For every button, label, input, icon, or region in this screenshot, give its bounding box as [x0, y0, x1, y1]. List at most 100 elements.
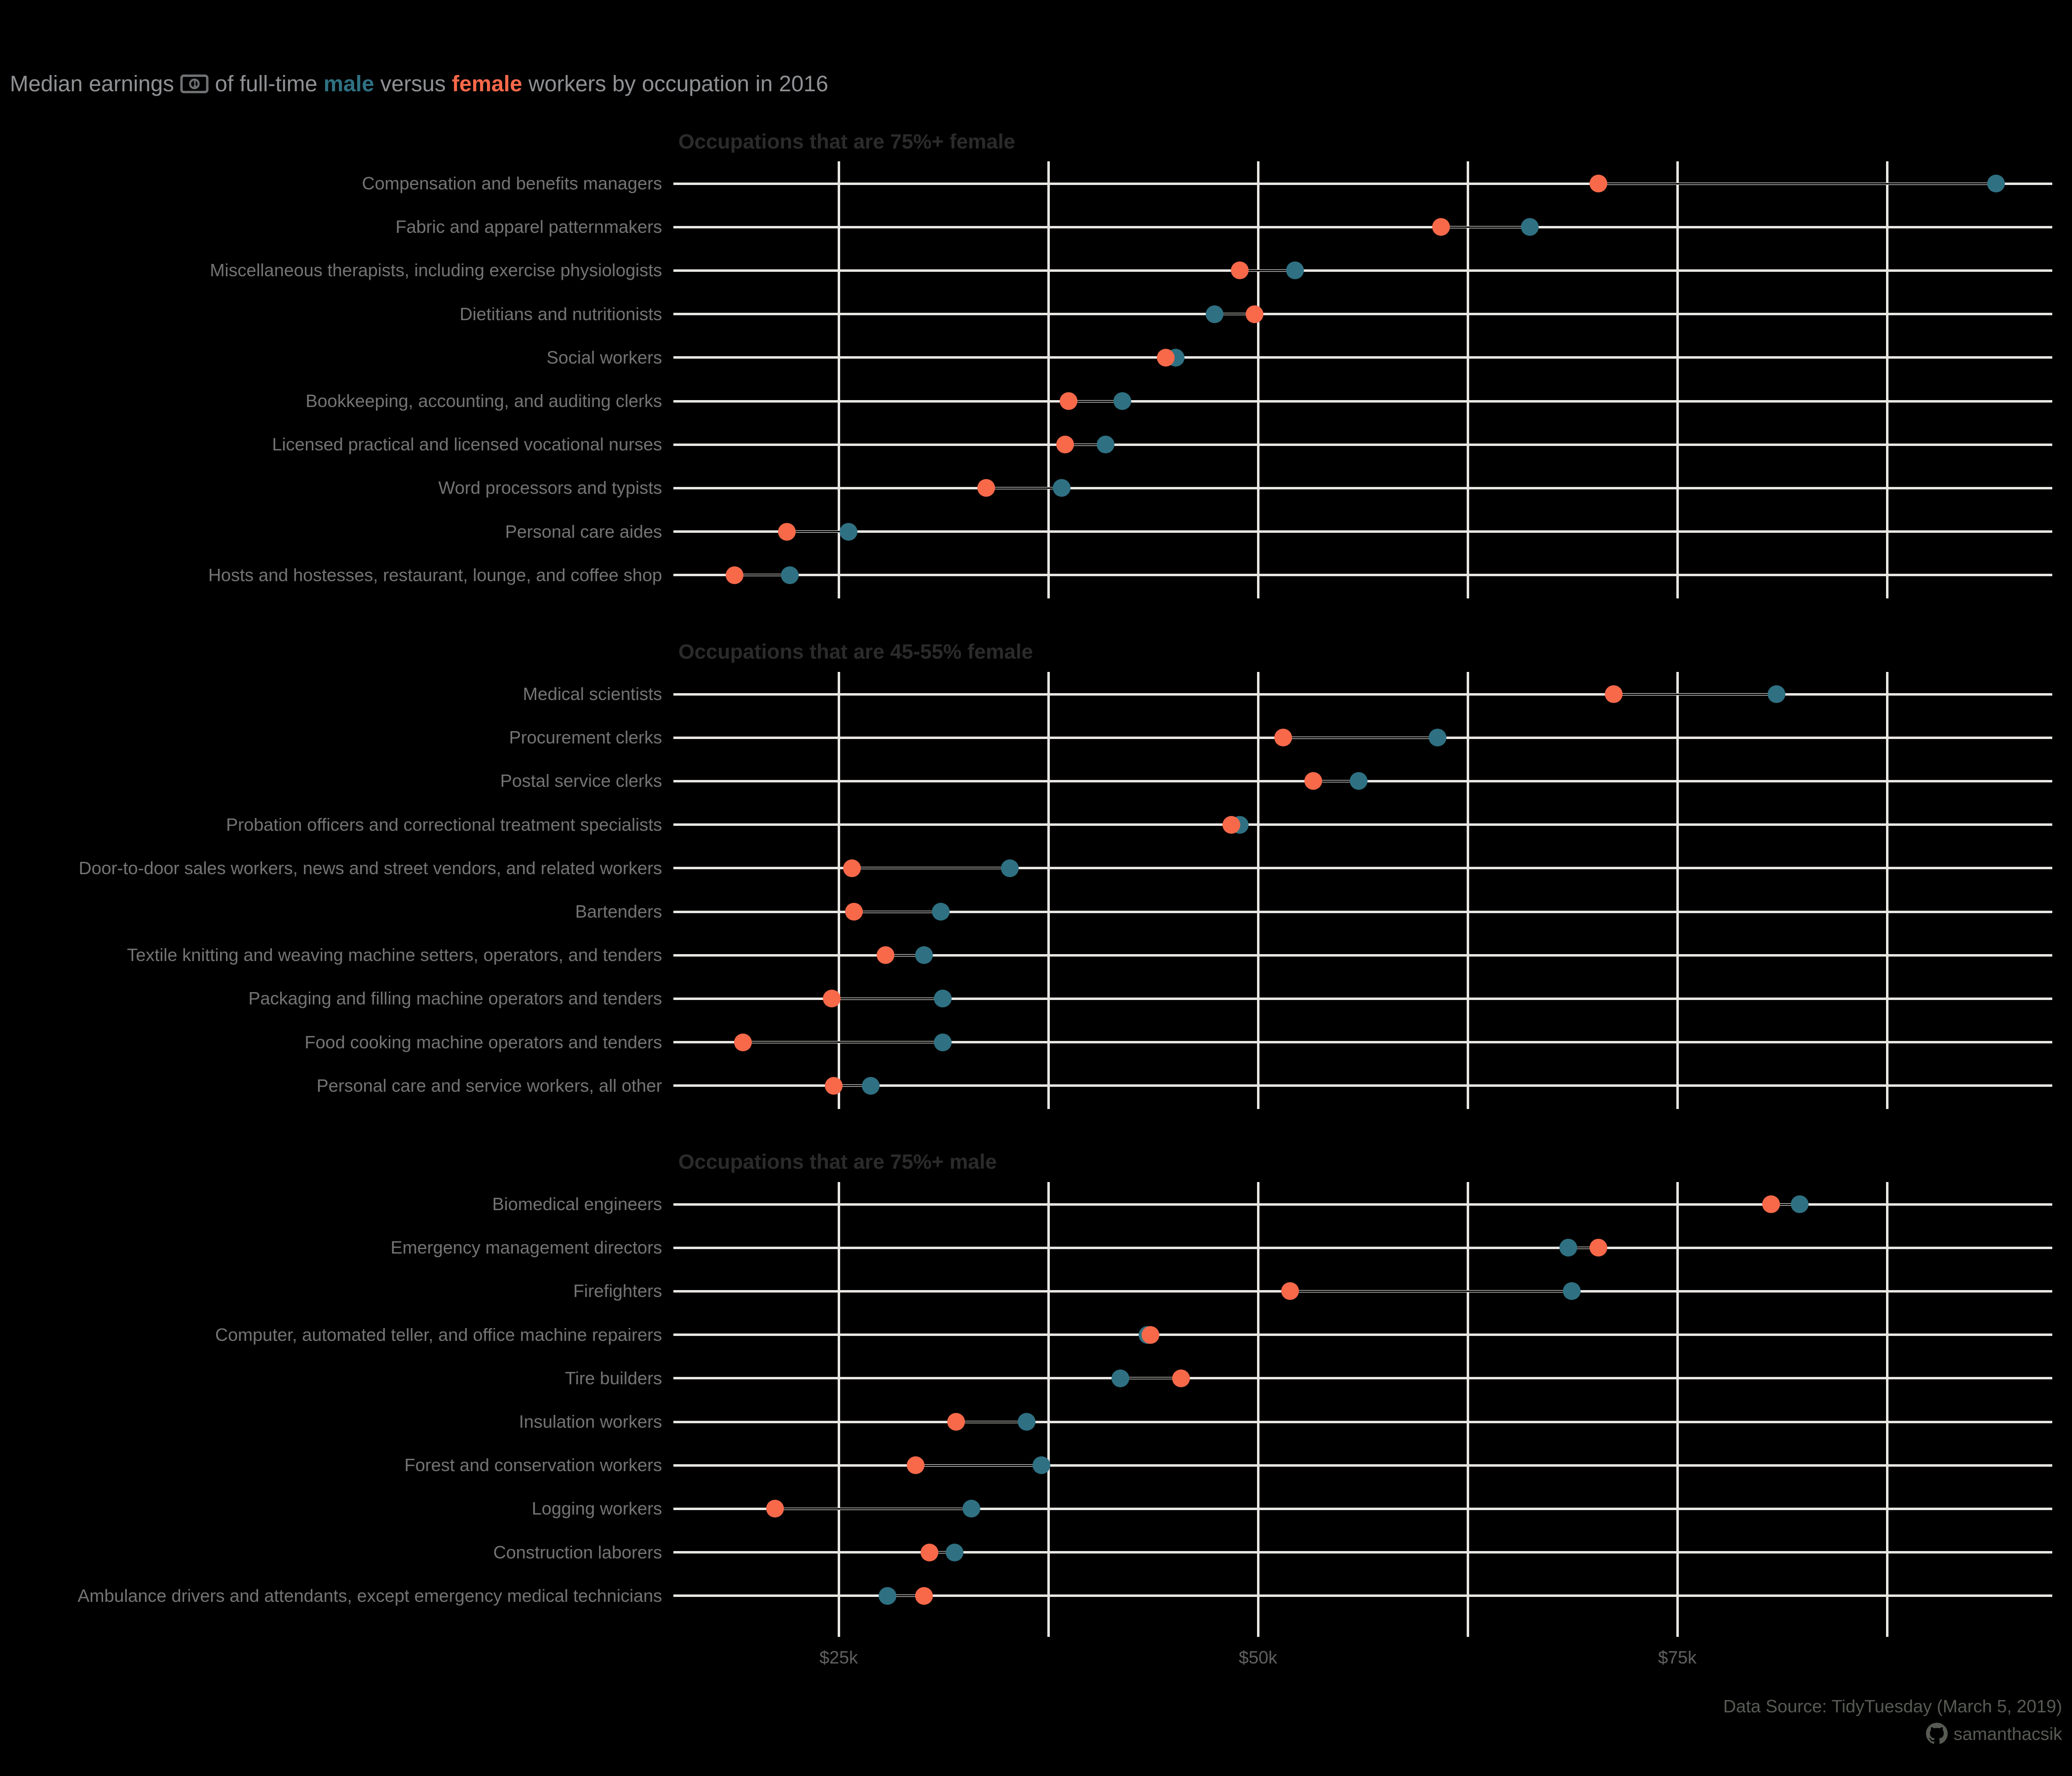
male-dot: [1520, 218, 1539, 236]
female-dot: [915, 1587, 933, 1605]
male-dot: [1562, 1282, 1581, 1300]
row-line: [673, 954, 2052, 957]
row-line: [673, 182, 2052, 185]
title-text-prefix: Median earnings: [10, 71, 174, 96]
male-dot: [1428, 729, 1446, 747]
female-dot: [907, 1456, 925, 1475]
female-dot: [947, 1413, 965, 1431]
gridline-vertical: [1676, 1182, 1679, 1619]
female-dot: [843, 859, 861, 877]
male-dot: [1286, 261, 1304, 280]
occupation-label: Logging workers: [531, 1498, 662, 1519]
gridline-vertical: [1886, 672, 1888, 1109]
axis-tick: [1047, 1619, 1050, 1637]
title-male-word: male: [323, 71, 374, 96]
female-dot: [766, 1500, 784, 1518]
female-dot: [734, 1033, 752, 1051]
row-line: [673, 867, 2052, 870]
dumbbell-connector: [1065, 444, 1106, 445]
occupation-label: Personal care and service workers, all o…: [316, 1075, 662, 1096]
occupation-label: Food cooking machine operators and tende…: [304, 1032, 662, 1052]
row-line: [673, 1464, 2052, 1467]
female-dot: [1246, 305, 1264, 323]
female-dot: [1222, 815, 1240, 834]
money-bill-icon: [180, 73, 209, 101]
male-dot: [878, 1587, 896, 1605]
female-dot: [845, 903, 863, 921]
gridline-vertical: [1047, 161, 1050, 598]
female-dot: [1172, 1369, 1190, 1387]
occupation-label: Tire builders: [565, 1368, 662, 1388]
female-dot: [920, 1543, 938, 1561]
gridline-vertical: [1466, 161, 1469, 598]
female-dot: [977, 479, 996, 497]
dumbbell-connector: [1771, 1203, 1800, 1205]
data-source-credit: Data Source: TidyTuesday (March 5, 2019): [1723, 1696, 2062, 1716]
row-line: [673, 1377, 2052, 1380]
row-line: [673, 443, 2052, 446]
dumbbell-connector: [1214, 313, 1255, 315]
row-line: [673, 1551, 2052, 1554]
row-line: [673, 1333, 2052, 1336]
title-female-word: female: [451, 71, 522, 96]
dumbbell-connector: [832, 998, 943, 999]
male-dot: [933, 990, 952, 1008]
dumbbell-connector: [986, 487, 1062, 489]
axis-tick-label: $25k: [819, 1647, 858, 1667]
axis-tick: [1257, 1619, 1259, 1637]
dumbbell-connector: [956, 1421, 1027, 1423]
occupation-label: Compensation and benefits managers: [362, 173, 662, 193]
occupation-label: Bartenders: [575, 901, 662, 922]
occupation-label: Dietitians and nutritionists: [459, 303, 662, 324]
occupation-label: Computer, automated teller, and office m…: [215, 1324, 662, 1345]
occupation-label: Licensed practical and licensed vocation…: [272, 434, 662, 455]
row-line: [673, 823, 2052, 826]
male-dot: [781, 566, 799, 584]
row-line: [673, 356, 2052, 359]
occupation-label: Fabric and apparel patternmakers: [395, 217, 662, 237]
dumbbell-connector: [1568, 1247, 1599, 1249]
female-dot: [1274, 729, 1292, 747]
female-dot: [1590, 1239, 1608, 1257]
male-dot: [915, 946, 933, 964]
male-dot: [1559, 1239, 1577, 1257]
dumbbell-connector: [1613, 693, 1776, 695]
row-line: [673, 1594, 2052, 1597]
dumbbell-connector: [916, 1464, 1042, 1466]
dumbbell-connector: [1441, 226, 1530, 228]
row-line: [673, 693, 2052, 696]
female-dot: [1304, 772, 1323, 790]
row-line: [673, 530, 2052, 533]
gridline-vertical: [837, 672, 840, 1109]
occupation-label: Procurement clerks: [509, 727, 662, 748]
gridline-vertical: [1257, 161, 1259, 598]
row-line: [673, 574, 2052, 577]
gridline-vertical: [1257, 672, 1259, 1109]
row-line: [673, 1246, 2052, 1249]
row-line: [673, 997, 2052, 1000]
female-dot: [1590, 175, 1608, 192]
female-dot: [726, 566, 744, 584]
male-dot: [1000, 859, 1019, 877]
occupation-label: Biomedical engineers: [492, 1194, 662, 1214]
male-dot: [1791, 1195, 1809, 1213]
female-dot: [1056, 436, 1074, 454]
male-dot: [1987, 175, 2005, 192]
gridline-vertical: [1257, 1182, 1259, 1619]
title-text-suffix: workers by occupation in 2016: [528, 71, 828, 96]
title-text-versus: versus: [380, 71, 446, 96]
occupation-label: Ambulance drivers and attendants, except…: [77, 1585, 662, 1606]
male-dot: [861, 1076, 880, 1095]
female-dot: [1604, 685, 1623, 703]
gridline-vertical: [1466, 672, 1469, 1109]
gridline-vertical: [1886, 1182, 1888, 1619]
male-dot: [840, 522, 858, 541]
occupation-label: Emergency management directors: [390, 1237, 662, 1258]
author-name: samanthacsik: [1953, 1724, 2062, 1744]
dumbbell-connector: [887, 1595, 925, 1597]
author-credit: samanthacsik: [1925, 1723, 2062, 1750]
axis-tick: [1676, 1619, 1679, 1637]
male-dot: [933, 1033, 952, 1051]
female-dot: [1230, 261, 1249, 280]
